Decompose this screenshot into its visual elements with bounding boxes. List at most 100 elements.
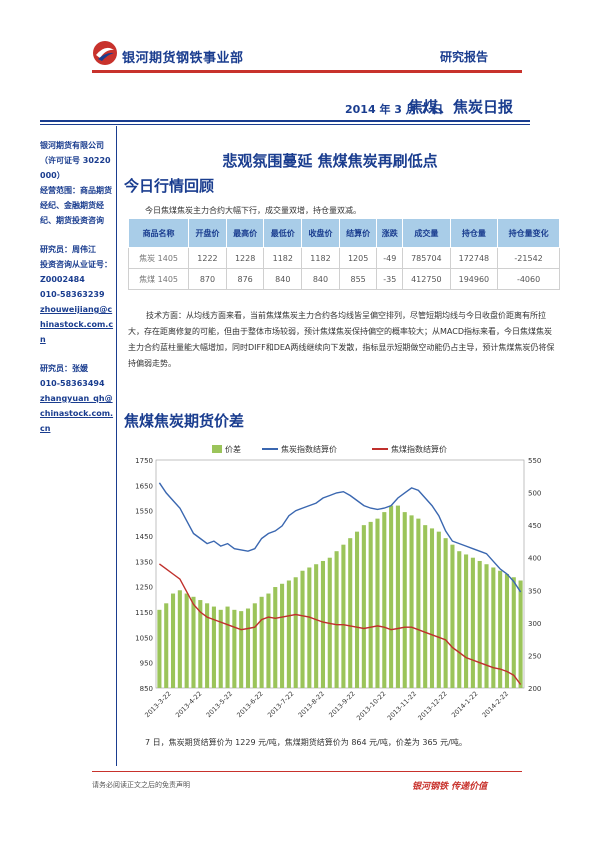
analyst2-email-link[interactable]: zhangyuan_qh@chinastock.com.cn xyxy=(40,394,114,433)
galaxy-logo-icon xyxy=(93,41,117,65)
spread-bar xyxy=(368,521,373,688)
title-divider xyxy=(40,120,530,122)
table-header-cell: 成交量 xyxy=(402,218,451,248)
coke-price-line xyxy=(158,482,522,593)
table-cell: 1205 xyxy=(338,247,378,269)
legend-label: 焦煤指数结算价 xyxy=(391,444,447,454)
y-left-tick-label: 1250 xyxy=(135,584,153,592)
x-tick-label: 2013-10-22 xyxy=(355,690,387,722)
spread-bar xyxy=(184,593,189,688)
spread-bar xyxy=(245,608,251,688)
x-tick-label: 2013-11-22 xyxy=(386,690,418,722)
spread-bar xyxy=(477,560,482,688)
table-cell: 172748 xyxy=(449,247,499,269)
table-cell: 855 xyxy=(338,268,378,290)
y-left-tick-label: 1150 xyxy=(135,609,153,617)
legend-swatch-spread xyxy=(212,445,222,453)
table-row: 焦炭 1405 1222 1228 1182 1182 1205 -49 785704 1727… xyxy=(127,247,560,269)
legend-label: 价差 xyxy=(225,444,241,454)
spread-bar xyxy=(314,564,319,688)
spread-bar xyxy=(484,564,489,688)
market-intro: 今日焦煤焦炭主力合约大幅下行，成交量双增，持仓量双减。 xyxy=(145,206,361,215)
spread-bar xyxy=(429,528,435,688)
footer-divider xyxy=(92,771,522,772)
legend-label: 焦炭指数结算价 xyxy=(281,444,337,454)
spread-bar xyxy=(286,580,291,688)
spread-bar xyxy=(341,544,346,688)
spread-bar xyxy=(491,567,496,688)
footer-slogan: 银河钢铁 传递价值 xyxy=(412,779,487,792)
spread-bar xyxy=(211,606,216,688)
table-header-cell: 结算价 xyxy=(338,218,378,248)
spread-bar xyxy=(498,570,503,688)
spread-bar xyxy=(382,512,387,688)
table-header-cell: 持仓量 xyxy=(449,218,499,248)
analyst1-name: 研究员：周伟江 xyxy=(40,245,96,254)
table-cell: 785704 xyxy=(402,247,451,269)
spread-bar xyxy=(280,583,285,688)
x-tick-label: 2014-2-22 xyxy=(481,690,510,719)
table-header-cell: 最低价 xyxy=(263,218,303,248)
spread-bar xyxy=(177,590,182,688)
sidebar-divider xyxy=(116,126,117,766)
y-left-tick-label: 1050 xyxy=(135,634,153,642)
table-header-cell: 最高价 xyxy=(225,218,265,248)
spread-bar xyxy=(320,560,326,688)
slogan-text: 传递价值 xyxy=(451,782,488,792)
table-row: 焦煤 1405 870 876 840 840 855 -35 412750 194960 -40… xyxy=(127,268,560,290)
sidebar: 银河期货有限公司 （许可证号 30220000） 经营范围：商品期货经纪、金融期… xyxy=(40,138,115,450)
analyst2-name: 研究员：张媛 xyxy=(40,364,88,373)
analyst1-email-link[interactable]: zhouweijiang@chinastock.com.cn xyxy=(40,305,114,344)
spread-bar xyxy=(402,512,407,688)
table-cell: 412750 xyxy=(402,268,451,290)
table-cell: 876 xyxy=(225,268,265,290)
spread-bar xyxy=(205,603,210,688)
spread-bar xyxy=(354,531,360,688)
spread-bar xyxy=(164,603,169,688)
table-cell: 1228 xyxy=(225,247,265,269)
spread-bar xyxy=(375,518,380,688)
table-cell: -35 xyxy=(376,268,404,290)
technical-analysis: 技术方面：从均线方面来看，当前焦煤焦炭主力合约各均线皆呈偏空排列，尽管短期均线与… xyxy=(128,311,555,368)
quote-table-body: 焦炭 1405 1222 1228 1182 1182 1205 -49 785704 1727… xyxy=(127,247,560,290)
spread-bar xyxy=(450,544,455,688)
y-left-tick-label: 950 xyxy=(140,660,153,668)
sidebar-scope: 经营范围：商品期货经纪、金融期货经纪、期货投资咨询 xyxy=(40,186,112,225)
analyst1-license: 投资咨询从业证号：Z0002484 xyxy=(40,260,112,284)
spread-bar xyxy=(170,593,176,688)
y-right-tick-label: 450 xyxy=(528,522,541,530)
spread-bar xyxy=(198,600,203,688)
spread-bar xyxy=(470,557,475,688)
spread-bar xyxy=(436,531,441,688)
table-cell: 1222 xyxy=(188,247,227,269)
y-left-tick-label: 1350 xyxy=(135,558,153,566)
spread-caption: 7 日，焦炭期货结算价为 1229 元/吨，焦煤期货结算价为 864 元/吨，价… xyxy=(145,738,467,747)
sidebar-license: （许可证号 30220000） xyxy=(40,156,111,180)
spread-bar xyxy=(191,596,196,688)
spread-bar xyxy=(389,505,394,688)
quote-table-header: 商品名称 开盘价 最高价 最低价 收盘价 结算价 涨跌 成交量 持仓量 持仓量变化 xyxy=(127,218,560,248)
y-right-tick-label: 550 xyxy=(528,457,541,465)
spread-bar xyxy=(157,609,162,688)
x-tick-label: 2013-9-22 xyxy=(327,690,356,719)
spread-bar xyxy=(266,593,271,688)
quote-table: 商品名称 开盘价 最高价 最低价 收盘价 结算价 涨跌 成交量 持仓量 持仓量变化 焦炭 1405… xyxy=(127,218,560,290)
spread-bar xyxy=(361,525,366,688)
table-cell: 194960 xyxy=(449,268,499,290)
header-divider xyxy=(92,70,522,73)
spread-bar xyxy=(409,515,414,688)
x-tick-label: 2013-3-22 xyxy=(143,690,172,719)
y-right-tick-label: 250 xyxy=(528,652,541,660)
spread-bar xyxy=(259,596,264,688)
company-name: 银河期货钢铁事业部 xyxy=(122,51,244,66)
spread-bar xyxy=(334,551,339,688)
spread-bar xyxy=(518,580,523,688)
x-tick-label: 2013-12-22 xyxy=(416,690,448,722)
headline: 悲观氛围蔓延 焦煤焦炭再刷低点 xyxy=(222,152,438,170)
y-right-tick-label: 500 xyxy=(528,490,541,498)
table-cell: 870 xyxy=(188,268,227,290)
x-tick-label: 2013-8-22 xyxy=(297,690,326,719)
spread-bar xyxy=(252,603,257,688)
table-cell: -49 xyxy=(376,247,404,269)
spread-bar xyxy=(307,567,312,688)
